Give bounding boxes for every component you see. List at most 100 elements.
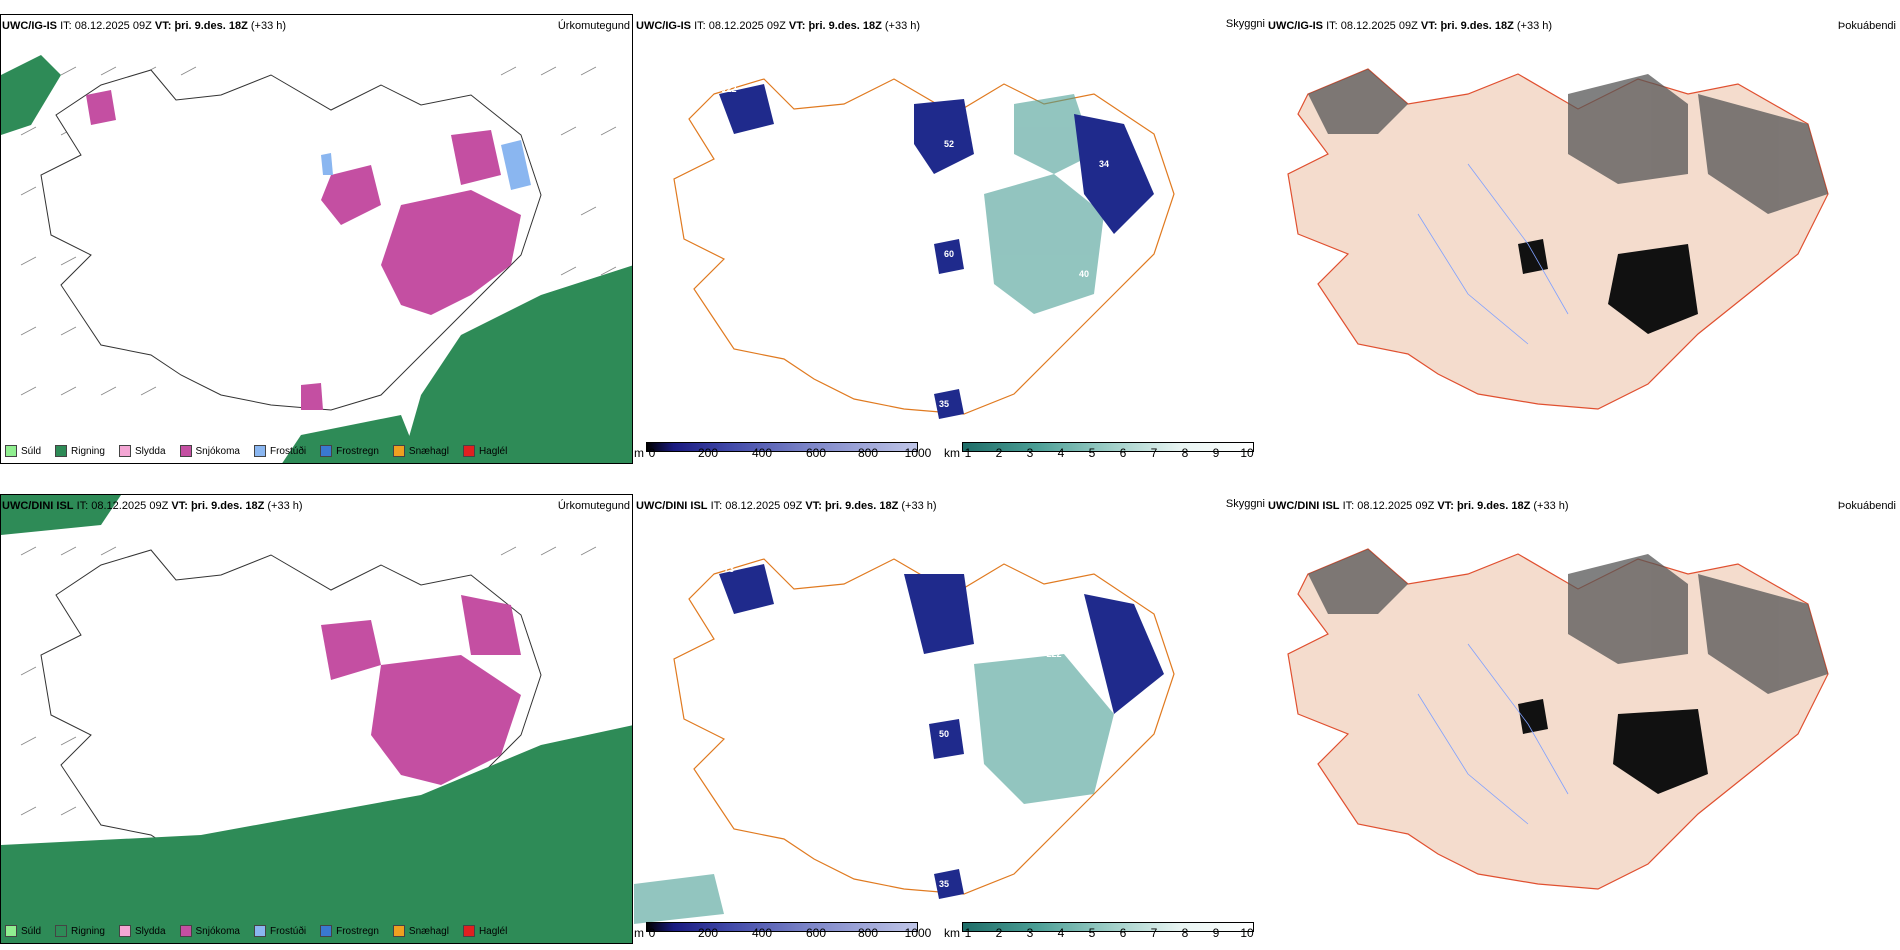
depth-label: 60 (943, 249, 955, 259)
panel-title: Úrkomutegund (557, 20, 630, 32)
it-label: IT: (1326, 20, 1338, 32)
visibility-panel-row2: 73 146 222 50 35 m 0 200 400 600 800 100… (634, 494, 1266, 944)
lead-time: (+33 h) (901, 500, 937, 512)
legend-label: Slydda (134, 925, 166, 937)
tick-label: 7 (1150, 446, 1158, 460)
vt-value: þri. 9.des. 18Z (824, 500, 899, 512)
panel-title: Skyggni (1225, 18, 1265, 30)
legend-item: Frostregn (320, 925, 379, 937)
tick-label: 200 (697, 926, 719, 940)
legend-swatch (5, 925, 17, 937)
model-name: UWC/DINI ISL (636, 500, 708, 512)
it-value: 08.12.2025 09Z (1340, 20, 1418, 32)
panel-header: UWC/IG-IS IT: 08.12.2025 09Z VT: þri. 9.… (2, 20, 286, 32)
legend-item: Rigning (55, 925, 105, 937)
legend-label: Frostregn (336, 445, 379, 457)
depth-label: 40 (1078, 269, 1090, 279)
legend-label: Haglél (478, 445, 508, 457)
tick-label: 5 (1088, 926, 1096, 940)
tick-label: 2 (995, 926, 1003, 940)
panel-title: Þokuábendi (1837, 20, 1896, 32)
model-name: UWC/DINI ISL (2, 500, 74, 512)
legend-item: Haglél (462, 445, 508, 457)
depth-label: 35 (938, 879, 950, 889)
tick-label: 0 (648, 446, 656, 460)
precip-legend-row1: Súld Rigning Slydda Snjókoma Frostúði Fr… (5, 445, 507, 457)
visibility-map-row2 (634, 558, 1175, 924)
vt-value: þri. 9.des. 18Z (1456, 500, 1531, 512)
panel-title: Skyggni (1225, 498, 1265, 510)
legend-swatch (253, 925, 266, 937)
legend-item: Snæhagl (392, 925, 449, 937)
legend-swatch (320, 445, 333, 457)
tick-label: 8 (1181, 926, 1189, 940)
legend-label: Rigning (71, 925, 105, 937)
legend-item: Snjókoma (179, 445, 240, 457)
tick-label: 600 (805, 926, 827, 940)
tick-label: 10 (1240, 926, 1254, 940)
legend-swatch (462, 925, 475, 937)
legend-label: Snæhagl (408, 925, 449, 937)
it-label: IT: (694, 20, 706, 32)
legend-label: Snjókoma (195, 925, 240, 937)
legend-item: Slydda (118, 925, 166, 937)
it-value: 08.12.2025 09Z (74, 20, 152, 32)
model-name: UWC/IG-IS (1268, 20, 1323, 32)
depth-label: 35 (938, 399, 950, 409)
visibility-panel-row1: 122 56 52 34 40 60 35 m 0 200 400 600 80… (634, 14, 1266, 464)
lead-time: (+33 h) (1533, 500, 1569, 512)
fog-panel-row1: 0 60 (1268, 14, 1900, 464)
legend-item: Haglél (462, 925, 507, 937)
legend-swatch (55, 445, 68, 457)
fog-map-row2 (1287, 548, 1829, 890)
legend-swatch (179, 925, 192, 937)
tick-label: 800 (857, 926, 879, 940)
vt-label: VT: (154, 20, 172, 32)
it-label: IT: (76, 500, 89, 512)
tick-label: 7 (1150, 926, 1158, 940)
legend-item: Frostregn (320, 445, 379, 457)
vt-value: þri. 9.des. 18Z (1440, 20, 1514, 32)
lead-time: (+33 h) (1516, 20, 1553, 32)
model-name: UWC/DINI ISL (1268, 500, 1340, 512)
tick-label: 3 (1026, 926, 1034, 940)
lead-time: (+33 h) (267, 500, 303, 512)
legend-item: Frostúði (253, 445, 307, 457)
it-value: 08.12.2025 09Z (725, 500, 803, 512)
legend-item: Snæhagl (392, 445, 449, 457)
legend-label: Frostúði (269, 445, 307, 457)
elevation-colorbar-row2: m 0 200 400 600 800 1000 (634, 922, 934, 944)
legend-label: Slydda (134, 445, 166, 457)
panel-header: UWC/IG-IS IT: 08.12.2025 09Z VT: þri. 9.… (636, 20, 920, 32)
vt-value: þri. 9.des. 18Z (190, 500, 265, 512)
vt-label: VT: (788, 20, 806, 32)
tick-label: 2 (995, 446, 1003, 460)
legend-swatch (392, 925, 405, 937)
vt-label: VT: (171, 500, 188, 512)
model-name: UWC/IG-IS (2, 20, 57, 32)
it-label: IT: (1342, 500, 1355, 512)
legend-item: Slydda (118, 445, 166, 457)
legend-swatch (118, 925, 131, 937)
visibility-unit: km (944, 926, 960, 940)
legend-item: Snjókoma (179, 925, 240, 937)
depth-label: 34 (1098, 159, 1110, 169)
it-value: 08.12.2025 09Z (1357, 500, 1435, 512)
legend-swatch (118, 445, 131, 457)
it-label: IT: (710, 500, 723, 512)
tick-label: 800 (857, 446, 879, 460)
lead-time: (+33 h) (250, 20, 287, 32)
tick-label: 8 (1181, 446, 1189, 460)
tick-label: 10 (1240, 446, 1254, 460)
legend-item: Súld (5, 445, 41, 457)
depth-label: 52 (943, 139, 955, 149)
legend-swatch (253, 445, 266, 457)
tick-label: 4 (1057, 446, 1065, 460)
legend-label: Súld (21, 925, 42, 937)
legend-swatch (55, 925, 68, 937)
tick-label: 1000 (904, 446, 932, 460)
depth-label: 50 (938, 729, 950, 739)
legend-swatch (462, 445, 475, 457)
fog-panel-row2: 0 60 (1268, 494, 1900, 944)
elevation-unit: m (634, 926, 644, 940)
